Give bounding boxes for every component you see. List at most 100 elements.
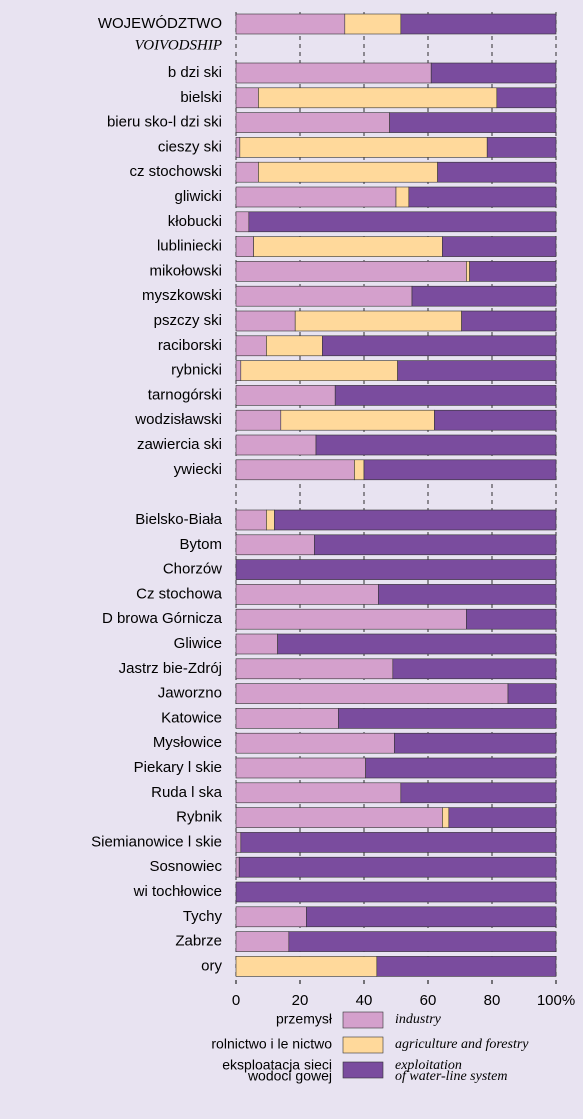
x-tick-label: 60 [420,992,437,1009]
bar-segment [235,360,242,381]
category-label: wodzisławski [134,411,222,428]
bar-segment [400,13,557,35]
bar-segment [235,832,242,853]
bar-segment [235,584,379,605]
bar-segment [486,137,557,158]
category-label: D browa Górnicza [102,610,223,627]
bar-segment [235,683,509,704]
category-label: Ruda l ska [151,784,223,801]
category-label: zawiercia ski [137,436,222,453]
bar-segment [235,633,278,655]
category-label: Rybnik [176,809,222,826]
bar-segment [306,906,557,928]
bar-segment [235,956,378,977]
bar-segment [322,335,557,357]
x-tick-label: 0 [232,992,240,1009]
bar-segment [274,509,557,531]
category-label: kłobucki [168,213,222,230]
category-label: lubliniecki [157,238,222,255]
bar-segment [235,658,394,680]
category-label: raciborski [158,337,222,354]
bar-segment [235,236,254,257]
category-label: bielski [180,89,222,106]
bar-segment [235,385,336,406]
bar-segment [442,236,557,257]
bar-segment [277,633,557,655]
legend-label-en: industry [395,1012,442,1027]
bar-segment [235,459,355,481]
bar-segment [461,310,557,332]
bar-segment [496,87,557,109]
bar-segment [466,261,470,282]
bar-segment [469,261,557,282]
bar-segment [235,856,240,878]
category-label: Jaworzno [158,685,222,702]
bar-segment [235,559,557,580]
bar-segment [389,112,557,133]
category-label: Chorzów [163,561,222,578]
legend-label: wodoci gowej [247,1068,332,1084]
category-label: Piekary l skie [134,759,222,776]
bar-segment [235,261,467,282]
bar-segment [235,931,290,952]
category-label: bieru sko-l dzi ski [107,114,222,131]
bar-segment [235,807,443,828]
bar-segment [280,409,435,431]
category-label: Jastrz bie-Zdrój [119,660,222,677]
bar-segment [235,881,557,903]
bar-segment [378,584,557,605]
bar-segment [235,211,250,233]
category-label: Katowice [161,709,222,726]
bar-segment [235,509,267,531]
x-tick-label: 100% [537,992,575,1009]
category-label: Zabrze [175,933,222,950]
bar-segment [288,931,557,952]
bar-segment [240,832,557,853]
category-label: mikołowski [149,262,222,279]
legend-label: rolnictwo i le nictwo [211,1036,332,1052]
x-tick-label: 40 [356,992,373,1009]
bar-segment [354,459,365,481]
bar-segment [334,385,557,406]
bar-segment [235,708,339,729]
bar-segment [235,608,467,630]
bar-segment [400,782,557,804]
bar-segment [235,434,317,456]
bar-segment [344,13,402,35]
bar-segment [235,87,259,109]
bar-segment [235,137,241,158]
category-label: gliwicki [174,188,222,205]
bar-segment [448,807,557,828]
bar-segment [411,285,557,307]
legend-label: przemysł [276,1011,333,1027]
legend-label-en: agriculture and forestry [395,1037,529,1052]
bar-segment [235,757,366,779]
bar-segment [437,161,557,183]
bar-segment [394,732,557,754]
x-tick-label: 80 [484,992,501,1009]
category-label: cz stochowski [129,163,222,180]
category-label: myszkowski [142,287,222,304]
category-label: wi tochłowice [133,883,222,900]
category-label: tarnogórski [148,386,222,403]
category-label: Gliwice [174,635,222,652]
bar-segment [294,310,462,332]
category-label: rybnicki [171,362,222,379]
category-label: pszczy ski [154,312,222,329]
bar-segment [395,186,410,208]
bar-segment [235,534,315,556]
bar-segment [507,683,557,704]
bar-segment [235,285,413,307]
legend-label-en: exploitation [395,1058,462,1073]
bar-segment [235,161,259,183]
legend-label-en: of water-line system [395,1069,507,1084]
legend-label: eksploatacja sieci [222,1057,332,1073]
bar-segment [363,459,557,481]
category-label: Tychy [183,908,223,925]
bar-segment [235,906,307,928]
legend-swatch [342,1011,384,1029]
category-label: ywiecki [174,461,222,478]
bar-segment [258,161,438,183]
bar-segment [235,409,282,431]
